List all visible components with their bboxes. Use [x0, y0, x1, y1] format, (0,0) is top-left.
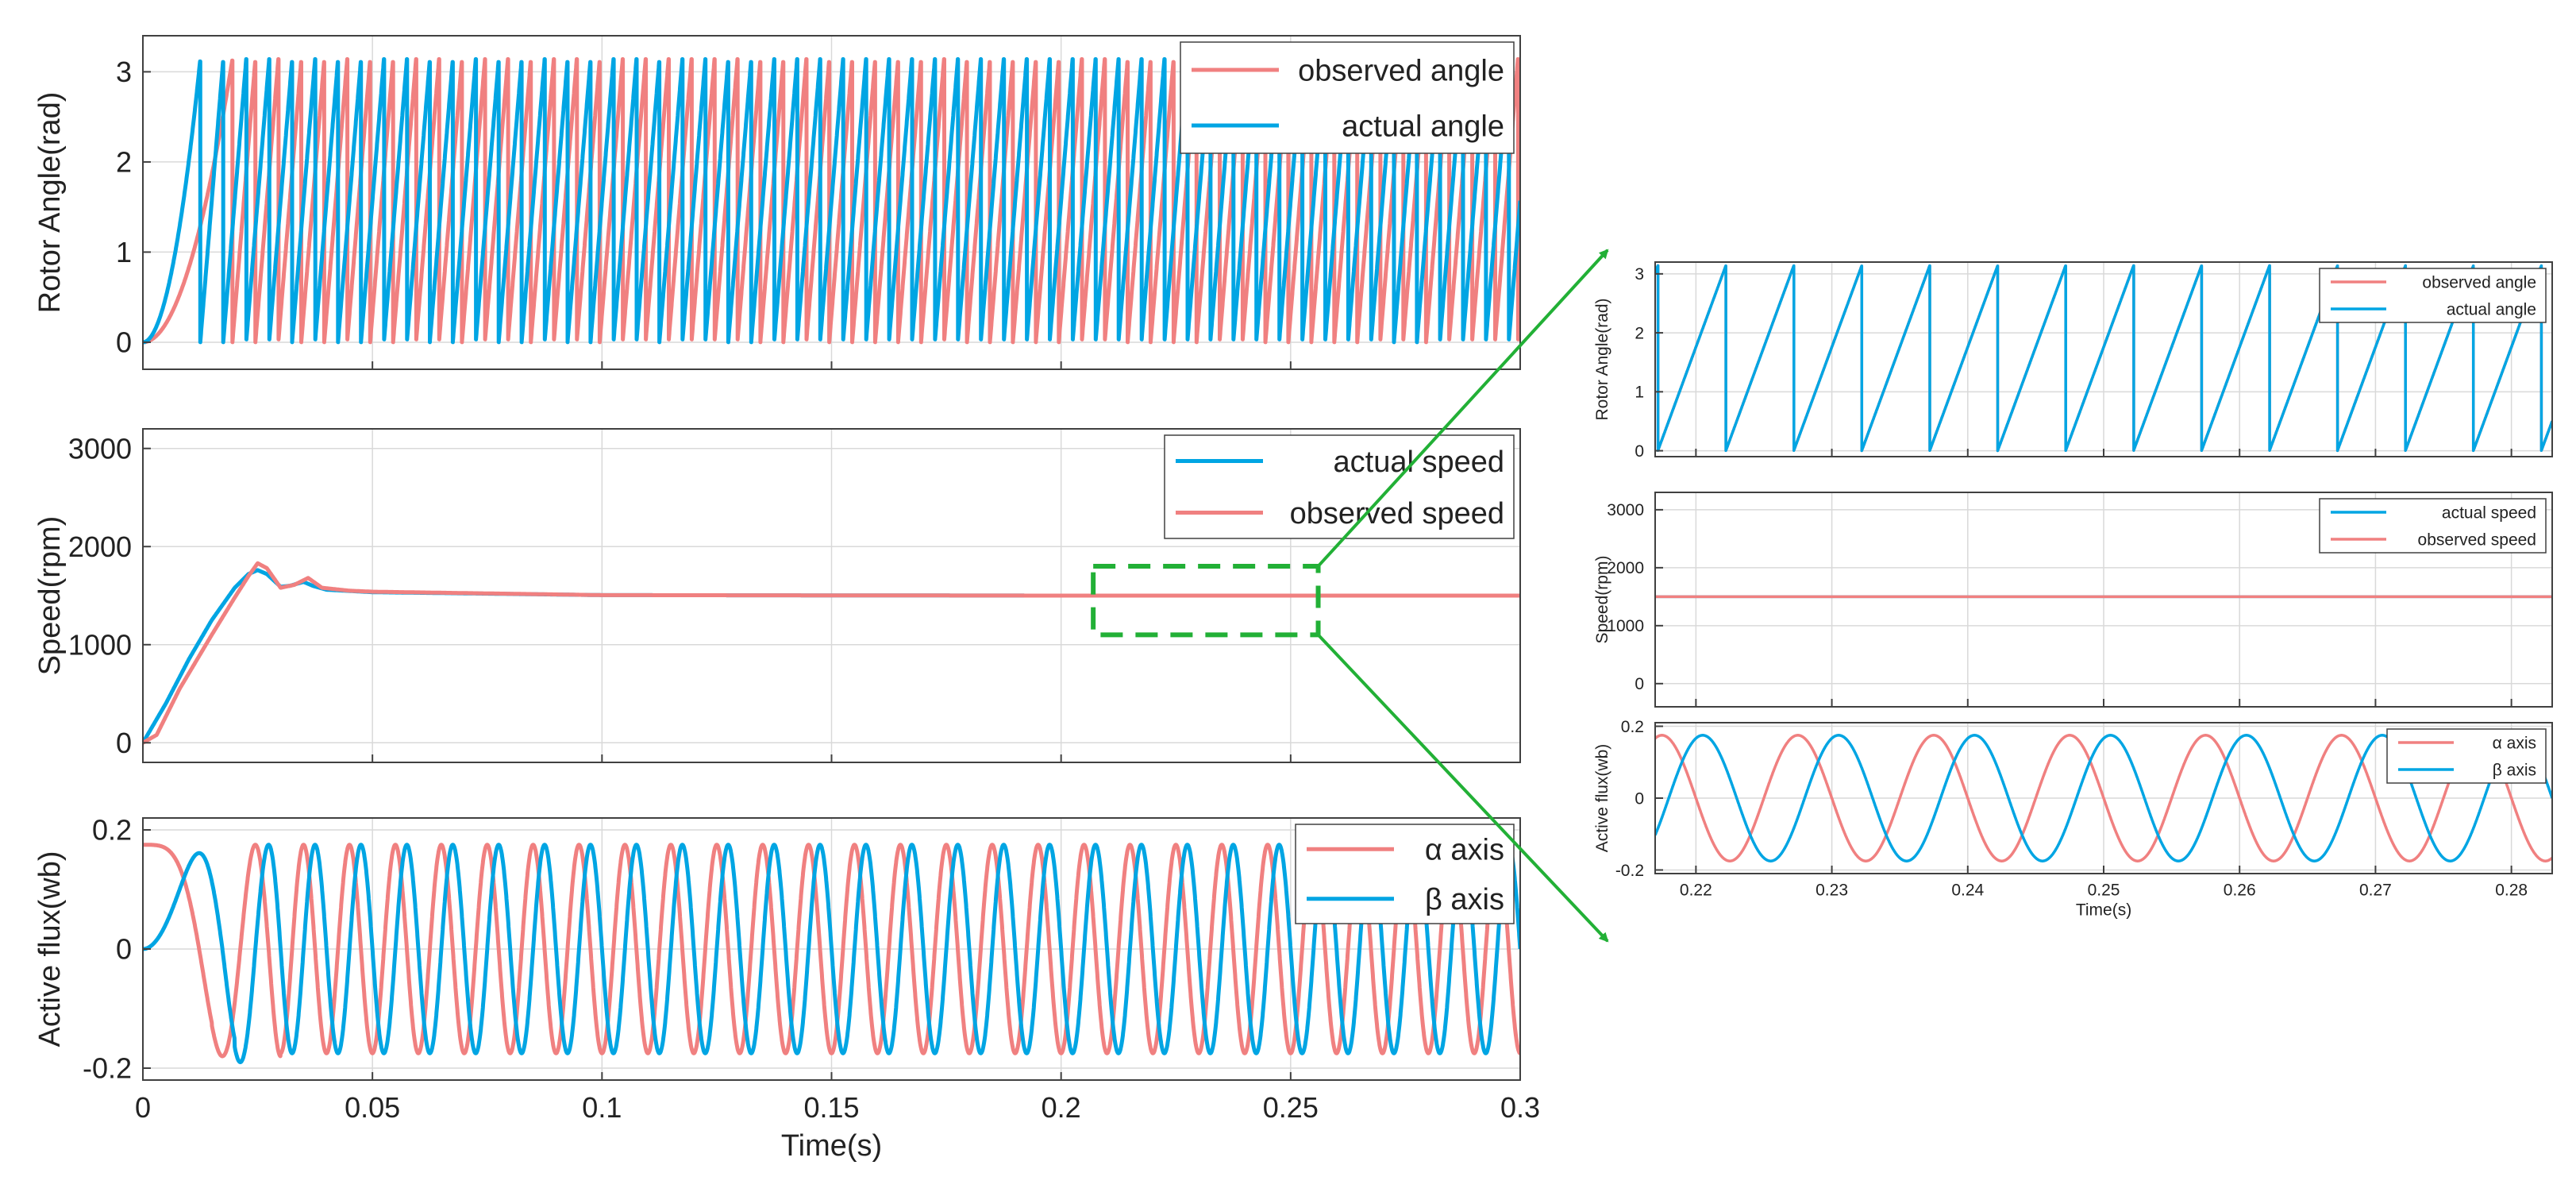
x-tick-label: 0.05 [345, 1091, 400, 1124]
y-tick-label: 3000 [68, 432, 132, 465]
series-line-observed [143, 57, 1520, 345]
left-speed-panel: 0 1000 2000 3000 Speed(rpm) actual speed obser… [33, 428, 1521, 763]
x-tick-label: 0.26 [2224, 881, 2256, 899]
legend: α axis β axis [2386, 728, 2547, 784]
y-axis-label: Rotor Angle(rad) [1593, 298, 1611, 420]
zoom-speed-panel: 0 1000 2000 3000 Speed(rpm) actual speed obser… [1593, 492, 2553, 708]
x-tick-label: 0.28 [2495, 881, 2528, 899]
legend-label: observed angle [1298, 54, 1504, 87]
x-axis-label: Time(s) [2076, 901, 2131, 920]
x-tick-label: 0.3 [1500, 1091, 1540, 1124]
y-tick-label: 0 [116, 933, 132, 966]
y-tick-label: 0 [1635, 675, 1644, 693]
y-axis-label: Speed(rpm) [1593, 556, 1611, 644]
left-rotor-angle-panel: 0 1 2 3 Rotor Angle(rad) observed angle actual… [33, 35, 1521, 370]
series-line-observed [1655, 734, 2552, 862]
y-tick-label: -0.2 [83, 1052, 132, 1085]
y-tick-label: 2000 [1607, 559, 1644, 577]
legend-box [1295, 824, 1515, 924]
series-line-observed [143, 843, 1520, 1059]
x-tick-label: 0.25 [1263, 1091, 1319, 1124]
x-tick-label: 0.2 [1042, 1091, 1081, 1124]
legend-box [2386, 728, 2547, 784]
legend: observed angle actual angle [1180, 41, 1515, 154]
series-line-actual [143, 843, 1520, 1064]
legend-label: β axis [2493, 761, 2536, 779]
y-tick-label: 0 [116, 727, 132, 759]
x-tick-label: 0.23 [1816, 881, 1848, 899]
y-tick-label: 2000 [68, 530, 132, 563]
zoom-flux-panel: -0.2 0 0.2 0.22 0.23 0.24 0.25 0.26 0.27 0.28 Acti… [1593, 718, 2553, 920]
legend: observed angle actual angle [2319, 268, 2547, 323]
y-tick-label: 0 [1635, 442, 1644, 461]
y-tick-label: 2 [1635, 324, 1644, 342]
y-tick-label: 3 [1635, 265, 1644, 284]
legend-label: actual angle [1342, 110, 1504, 143]
zoom-rotor-angle-panel: 0 1 2 3 Rotor Angle(rad) observed angle actual… [1593, 261, 2553, 461]
y-axis-label: Active flux(wb) [33, 851, 67, 1047]
y-tick-label: 3000 [1607, 501, 1644, 519]
legend-label: β axis [1425, 883, 1504, 916]
x-tick-label: 0.24 [1951, 881, 1984, 899]
legend-label: observed speed [1290, 497, 1504, 530]
x-tick-label: 0.15 [803, 1091, 859, 1124]
y-tick-label: 0.2 [92, 814, 132, 847]
legend-box [2319, 498, 2547, 554]
zoom-region-box [1091, 563, 1321, 638]
x-tick-label: 0 [135, 1091, 151, 1124]
x-tick-label: 0.25 [2088, 881, 2120, 899]
y-axis-label: Active flux(wb) [1593, 744, 1611, 853]
y-tick-label: 1 [1635, 384, 1644, 402]
legend: actual speed observed speed [2319, 498, 2547, 554]
y-tick-label: 1000 [68, 628, 132, 661]
y-tick-label: 0.2 [1621, 718, 1644, 736]
x-axis-label: Time(s) [781, 1129, 882, 1163]
legend-box [2319, 268, 2547, 323]
legend-label: observed speed [2418, 530, 2536, 549]
y-tick-label: 0 [116, 326, 132, 359]
y-tick-label: 0 [1635, 789, 1644, 808]
legend: actual speed observed speed [1164, 434, 1515, 539]
legend-label: α axis [2493, 734, 2536, 752]
legend-box [1180, 41, 1515, 154]
y-tick-label: 1000 [1607, 617, 1644, 635]
x-tick-label: 0.27 [2359, 881, 2392, 899]
zoom-arrow-bottom [1317, 634, 1609, 943]
legend-label: actual speed [1334, 446, 1505, 479]
legend-label: observed angle [2422, 273, 2536, 291]
y-axis-label: Speed(rpm) [33, 516, 67, 676]
y-tick-label: 2 [116, 146, 132, 179]
y-tick-label: 3 [116, 56, 132, 88]
y-tick-label: 1 [116, 236, 132, 268]
x-tick-label: 0.22 [1680, 881, 1712, 899]
zoom-arrow-top [1317, 249, 1609, 568]
x-tick-label: 0.1 [582, 1091, 622, 1124]
y-axis-label: Rotor Angle(rad) [33, 92, 67, 314]
y-tick-label: -0.2 [1615, 862, 1644, 880]
legend-box [1164, 434, 1515, 539]
legend-label: actual speed [2442, 503, 2536, 522]
legend-label: actual angle [2447, 300, 2536, 318]
legend: α axis β axis [1295, 824, 1515, 924]
series-line-actual [143, 57, 1520, 345]
series-line-observed [143, 561, 1520, 745]
legend-label: α axis [1425, 834, 1504, 867]
